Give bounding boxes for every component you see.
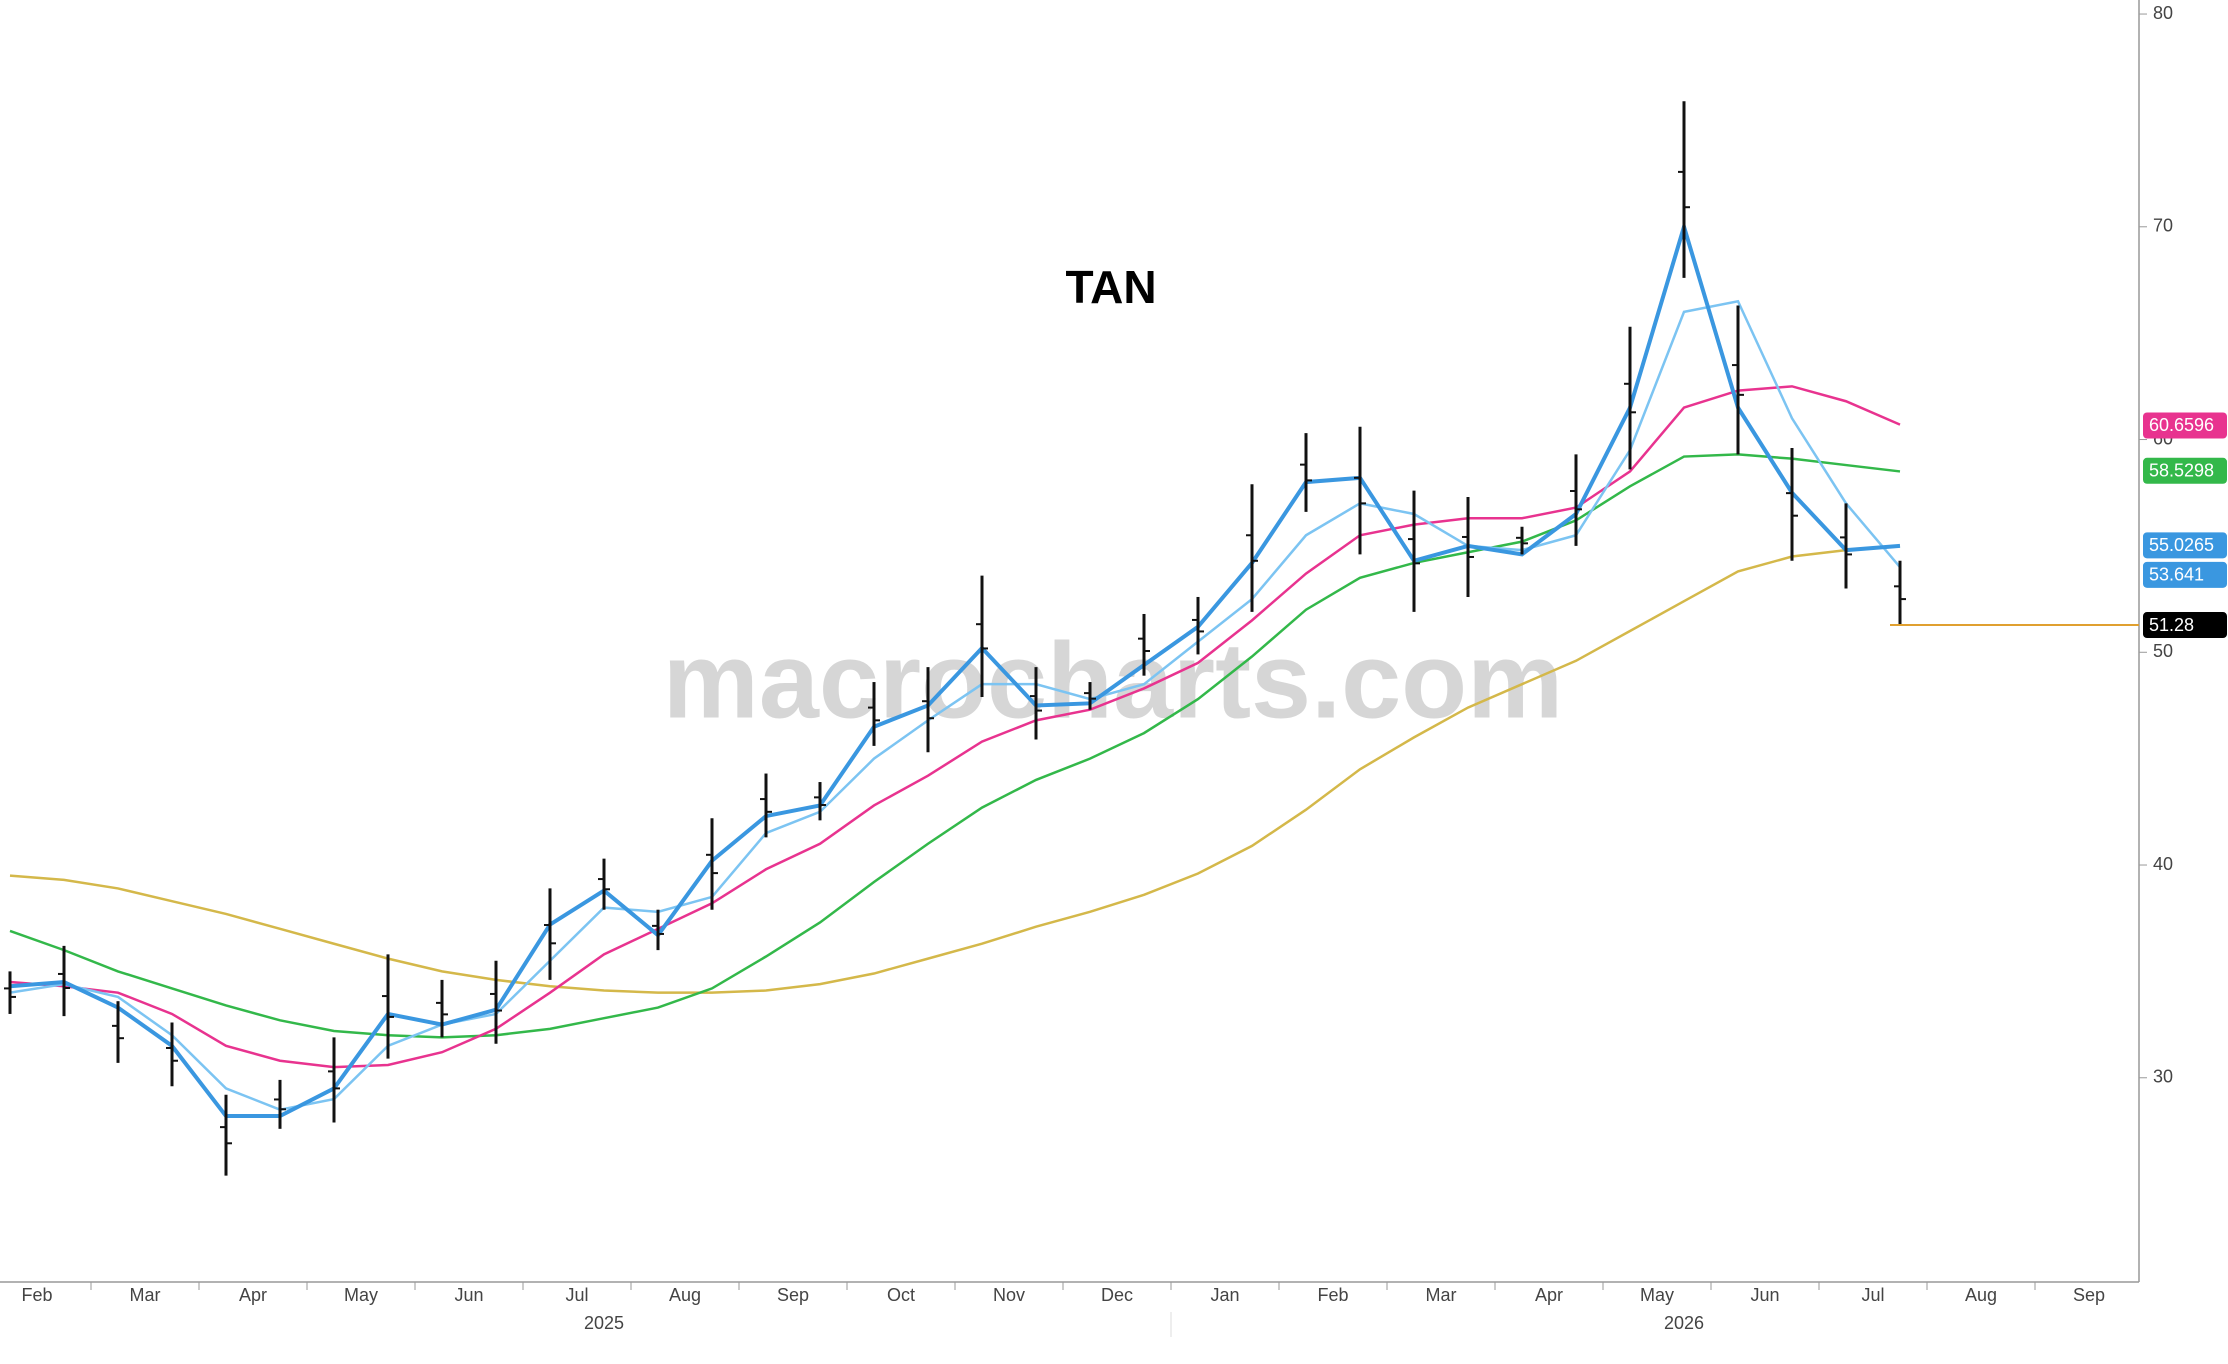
price-label-box xyxy=(2143,457,2227,484)
y-tick-label: 80 xyxy=(2153,3,2173,23)
x-tick-label: Jun xyxy=(454,1285,483,1305)
price-label-box xyxy=(2143,532,2227,559)
moving-average-line xyxy=(9,219,1901,1119)
y-tick-label: 30 xyxy=(2153,1067,2173,1087)
x-tick-label: Feb xyxy=(21,1285,52,1305)
moving-average-line xyxy=(9,299,1901,1111)
moving-average-line xyxy=(9,385,1901,1069)
x-tick-label: Mar xyxy=(130,1285,161,1305)
x-tick-label: Jul xyxy=(565,1285,588,1305)
x-tick-label: Aug xyxy=(669,1285,701,1305)
y-tick-label: 40 xyxy=(2153,854,2173,874)
x-tick-label: Mar xyxy=(1426,1285,1457,1305)
price-label-box xyxy=(2143,612,2227,639)
year-label: 2025 xyxy=(584,1313,624,1333)
chart-title: TAN xyxy=(1065,261,1156,313)
x-tick-label: May xyxy=(344,1285,378,1305)
x-tick-label: Sep xyxy=(777,1285,809,1305)
x-tick-label: Oct xyxy=(887,1285,915,1305)
price-label: 58.5298 xyxy=(2149,461,2214,481)
price-label: 55.0265 xyxy=(2149,535,2214,555)
x-tick-label: Dec xyxy=(1101,1285,1133,1305)
watermark: macrocharts.com xyxy=(663,620,1563,741)
x-tick-label: Jul xyxy=(1861,1285,1884,1305)
moving-average-line xyxy=(9,453,1901,1039)
moving-average-line xyxy=(9,544,1901,994)
y-tick-label: 50 xyxy=(2153,641,2173,661)
x-tick-label: Jun xyxy=(1750,1285,1779,1305)
x-tick-label: May xyxy=(1640,1285,1674,1305)
year-label: 2026 xyxy=(1664,1313,1704,1333)
price-label: 53.641 xyxy=(2149,565,2204,585)
x-tick-label: Nov xyxy=(993,1285,1025,1305)
x-tick-label: Aug xyxy=(1965,1285,1997,1305)
x-tick-label: Sep xyxy=(2073,1285,2105,1305)
price-label-box xyxy=(2143,412,2227,439)
price-label: 60.6596 xyxy=(2149,415,2214,435)
x-tick-label: Feb xyxy=(1317,1285,1348,1305)
price-label-box xyxy=(2143,561,2227,588)
x-tick-label: Apr xyxy=(1535,1285,1563,1305)
price-label: 51.28 xyxy=(2149,615,2194,635)
y-tick-label: 70 xyxy=(2153,216,2173,236)
x-tick-label: Jan xyxy=(1210,1285,1239,1305)
x-tick-label: Apr xyxy=(239,1285,267,1305)
